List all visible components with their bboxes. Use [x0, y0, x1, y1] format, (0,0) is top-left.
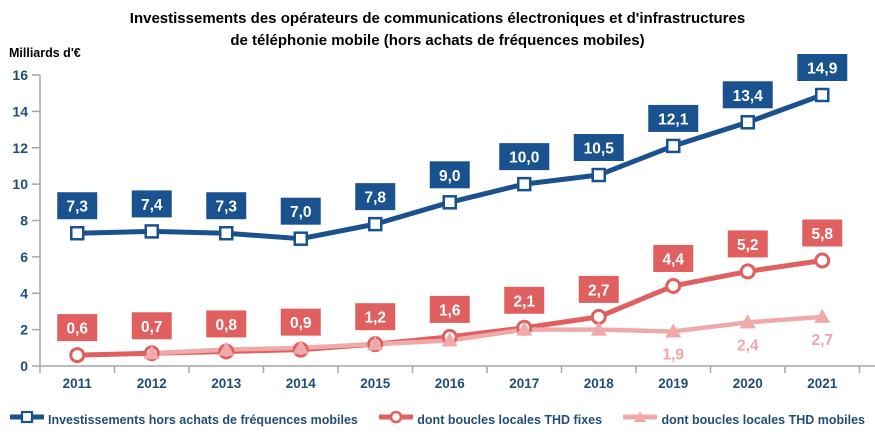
svg-text:13,4: 13,4	[733, 88, 764, 105]
legend-label: dont boucles locales THD mobiles	[661, 412, 865, 427]
legend-label: Investissements hors achats de fréquence…	[48, 412, 358, 427]
svg-text:2015: 2015	[360, 376, 391, 391]
svg-text:0,6: 0,6	[66, 321, 88, 338]
svg-text:5,8: 5,8	[811, 226, 833, 243]
legend-item-investissements: Investissements hors achats de fréquence…	[8, 409, 358, 430]
svg-text:2014: 2014	[286, 376, 317, 391]
svg-text:2,1: 2,1	[513, 293, 535, 310]
svg-text:7,3: 7,3	[215, 199, 237, 216]
svg-text:12,1: 12,1	[658, 111, 689, 128]
svg-text:6: 6	[20, 249, 28, 265]
svg-text:16: 16	[12, 67, 28, 83]
svg-text:1,6: 1,6	[439, 302, 461, 319]
svg-text:0,7: 0,7	[141, 319, 163, 336]
svg-text:12: 12	[12, 140, 28, 156]
legend-item-thd-mobiles: dont boucles locales THD mobiles	[621, 409, 865, 430]
svg-text:7,3: 7,3	[66, 199, 88, 216]
legend-label: dont boucles locales THD fixes	[417, 412, 603, 427]
chart-title-line2: de téléphonie mobile (hors achats de fré…	[230, 31, 645, 49]
svg-text:8: 8	[20, 213, 28, 229]
svg-text:0,8: 0,8	[215, 317, 237, 334]
svg-text:10: 10	[12, 176, 28, 192]
svg-text:9,0: 9,0	[439, 168, 461, 185]
svg-text:2012: 2012	[137, 376, 167, 391]
svg-text:5,2: 5,2	[737, 237, 759, 254]
svg-text:10,0: 10,0	[509, 150, 539, 167]
svg-text:2017: 2017	[509, 376, 539, 391]
svg-text:1,2: 1,2	[364, 310, 386, 327]
svg-text:7,8: 7,8	[364, 190, 386, 207]
svg-text:2,4: 2,4	[737, 337, 759, 354]
svg-text:2020: 2020	[733, 376, 763, 391]
chart-title-line1: Investissements des opérateurs de commun…	[129, 10, 746, 27]
svg-text:4: 4	[20, 285, 28, 301]
triangle-marker-icon	[621, 409, 659, 430]
svg-text:7,4: 7,4	[141, 197, 163, 214]
svg-text:4,4: 4,4	[662, 251, 684, 268]
y-axis-unit-label: Milliards d'€	[9, 46, 81, 60]
svg-text:2019: 2019	[658, 376, 688, 391]
svg-text:2016: 2016	[435, 376, 466, 391]
legend: Investissements hors achats de fréquence…	[0, 409, 875, 430]
svg-text:2011: 2011	[63, 376, 93, 391]
chart-title: Investissements des opérateurs de commun…	[0, 8, 875, 52]
svg-text:2: 2	[20, 322, 28, 338]
svg-text:2021: 2021	[807, 376, 838, 391]
svg-text:2013: 2013	[211, 376, 242, 391]
svg-text:2,7: 2,7	[588, 282, 610, 299]
svg-text:1,9: 1,9	[662, 346, 684, 363]
svg-text:2,7: 2,7	[811, 332, 833, 349]
legend-item-thd-fixes: dont boucles locales THD fixes	[377, 409, 603, 430]
svg-text:0,9: 0,9	[290, 315, 312, 332]
circle-marker-icon	[377, 409, 415, 430]
svg-text:2018: 2018	[584, 376, 615, 391]
svg-text:10,5: 10,5	[584, 141, 615, 158]
square-marker-icon	[8, 409, 46, 430]
svg-text:7,0: 7,0	[290, 204, 312, 221]
svg-text:14: 14	[12, 103, 28, 119]
svg-text:14,9: 14,9	[807, 61, 838, 78]
svg-text:0: 0	[20, 358, 28, 374]
